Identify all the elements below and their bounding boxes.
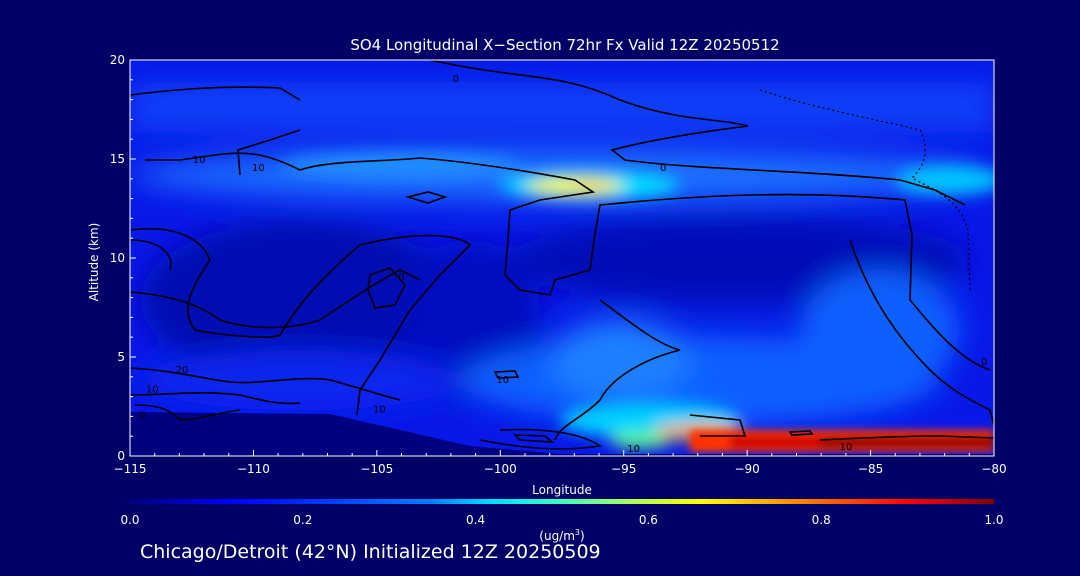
contour-label: 10 (193, 155, 206, 166)
colorbar-tick-label: 0.4 (466, 513, 485, 527)
colorbar-tick-label: 1.0 (984, 513, 1003, 527)
field-layer: 0 0 0 0 10 10 10 10 10 10 10 20 0 (130, 60, 994, 456)
colorbar-unit-close: ) (580, 529, 585, 543)
contour-label: 10 (840, 442, 853, 453)
y-axis-label: Altitude (km) (87, 223, 101, 302)
x-axis: −115 −110 −105 −100 −95 −90 −85 −80 (114, 450, 1007, 476)
colorbar-unit-text: (ug/m (539, 529, 575, 543)
contour-label: 20 (175, 365, 188, 376)
contour-label: 10 (146, 385, 159, 396)
contour-label: 10 (252, 163, 265, 174)
contour-label: 10 (627, 444, 640, 455)
colorbar-tick-label: 0.2 (293, 513, 312, 527)
contour-label: 0 (453, 74, 459, 85)
x-tick-label: −90 (734, 462, 759, 476)
chart-title: SO4 Longitudinal X−Section 72hr Fx Valid… (350, 36, 779, 54)
x-tick-label: −105 (360, 462, 393, 476)
terrain (130, 412, 994, 456)
x-tick-label: −110 (237, 462, 270, 476)
colorbar-unit-sup: 3 (575, 528, 580, 537)
x-tick-label: −95 (611, 462, 636, 476)
y-tick-label: 5 (117, 350, 125, 364)
y-tick-label: 15 (110, 152, 125, 166)
colorbar-unit: (ug/m3) (539, 528, 584, 543)
contour-lines (130, 60, 994, 450)
colorbar-ticks: 0.0 0.2 0.4 0.6 0.8 1.0 (120, 513, 1003, 527)
y-tick-label: 20 (110, 53, 125, 67)
contour-label: 10 (373, 404, 386, 415)
contour-label: 10 (496, 375, 509, 386)
colorbar-tick-label: 0.8 (812, 513, 831, 527)
contour-labels: 0 0 0 0 10 10 10 10 10 10 10 20 0 (139, 74, 987, 455)
footer-caption: Chicago/Detroit (42°N) Initialized 12Z 2… (140, 541, 601, 563)
x-axis-label: Longitude (532, 483, 592, 497)
contour-label: 0 (660, 163, 666, 174)
contour-label: 0 (981, 357, 987, 368)
x-tick-label: −100 (484, 462, 517, 476)
colorbar (130, 499, 994, 504)
colorbar-tick-label: 0.0 (120, 513, 139, 527)
y-tick-label: 10 (110, 251, 125, 265)
contour-label: 0 (139, 410, 145, 421)
x-tick-label: −115 (114, 462, 147, 476)
y-axis: 0 5 10 15 20 (110, 53, 136, 463)
dotted-contour (759, 89, 971, 291)
contour-label: 0 (398, 272, 404, 283)
y-tick-label: 0 (117, 449, 125, 463)
x-tick-label: −80 (981, 462, 1006, 476)
x-tick-label: −85 (858, 462, 883, 476)
colorbar-tick-label: 0.6 (639, 513, 658, 527)
field-plumes (280, 153, 994, 448)
